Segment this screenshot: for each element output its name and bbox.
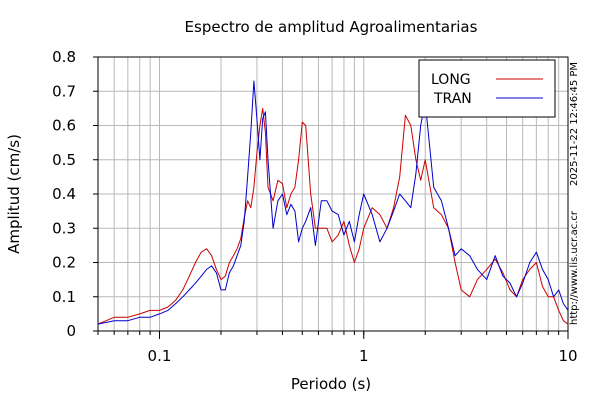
x-tick-label: 1 bbox=[359, 347, 369, 365]
x-tick-label: 0.1 bbox=[148, 347, 172, 365]
legend-label-tran: TRAN bbox=[433, 91, 472, 107]
y-tick-label: 0.2 bbox=[52, 254, 76, 272]
y-tick-label: 0 bbox=[66, 322, 76, 340]
series-line-long bbox=[97, 107, 569, 325]
legend-label-long: LONG bbox=[431, 72, 471, 88]
chart-title: Espectro de amplitud Agroalimentarias bbox=[185, 18, 478, 36]
y-tick-label: 0.1 bbox=[52, 288, 76, 306]
source-url-label: http://www.lis.ucr.ac.cr bbox=[569, 210, 580, 325]
y-tick-label: 0.7 bbox=[52, 82, 76, 100]
y-tick-label: 0.5 bbox=[52, 151, 76, 169]
axis-ticks: 0 0.1 0.2 0.3 0.4 0.5 0.6 0.7 0.8 0.1 1 10 bbox=[52, 48, 577, 365]
data-series bbox=[97, 80, 569, 325]
series-line-tran bbox=[97, 80, 569, 325]
x-axis-label: Periodo (s) bbox=[291, 375, 371, 393]
legend: LONG TRAN bbox=[418, 59, 556, 118]
timestamp-label: 2025-11-22 12:46:45 PM bbox=[569, 62, 580, 186]
y-tick-label: 0.3 bbox=[52, 219, 76, 237]
y-axis-label: Amplitud (cm/s) bbox=[5, 134, 23, 254]
y-tick-label: 0.6 bbox=[52, 117, 76, 135]
y-tick-label: 0.8 bbox=[52, 48, 76, 66]
x-tick-label: 10 bbox=[558, 347, 577, 365]
legend-box bbox=[418, 59, 556, 118]
y-tick-label: 0.4 bbox=[52, 185, 76, 203]
